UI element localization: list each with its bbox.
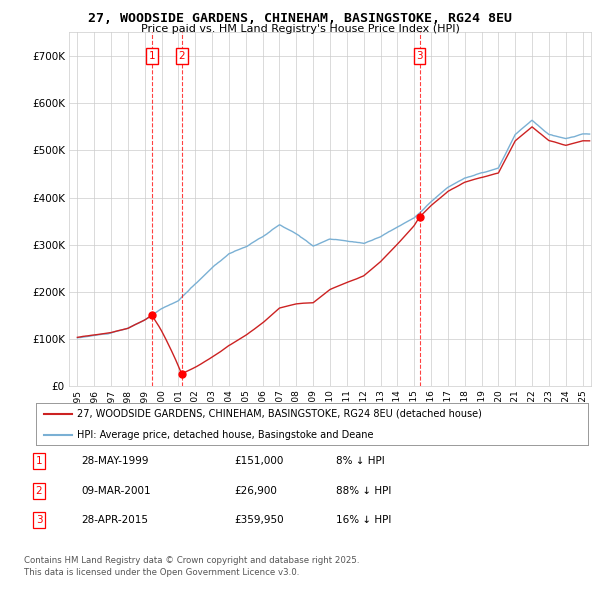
Text: 1: 1: [35, 457, 43, 466]
Text: 27, WOODSIDE GARDENS, CHINEHAM, BASINGSTOKE, RG24 8EU: 27, WOODSIDE GARDENS, CHINEHAM, BASINGST…: [88, 12, 512, 25]
Text: 16% ↓ HPI: 16% ↓ HPI: [336, 516, 391, 525]
Text: 28-APR-2015: 28-APR-2015: [81, 516, 148, 525]
Text: 3: 3: [416, 51, 423, 61]
Text: 1: 1: [148, 51, 155, 61]
Text: 28-MAY-1999: 28-MAY-1999: [81, 457, 149, 466]
Text: 8% ↓ HPI: 8% ↓ HPI: [336, 457, 385, 466]
Text: Price paid vs. HM Land Registry's House Price Index (HPI): Price paid vs. HM Land Registry's House …: [140, 24, 460, 34]
Text: This data is licensed under the Open Government Licence v3.0.: This data is licensed under the Open Gov…: [24, 568, 299, 577]
Text: 2: 2: [35, 486, 43, 496]
Text: 3: 3: [35, 516, 43, 525]
Text: £151,000: £151,000: [234, 457, 283, 466]
Text: 09-MAR-2001: 09-MAR-2001: [81, 486, 151, 496]
Text: HPI: Average price, detached house, Basingstoke and Deane: HPI: Average price, detached house, Basi…: [77, 430, 374, 440]
Text: 2: 2: [178, 51, 185, 61]
Text: £26,900: £26,900: [234, 486, 277, 496]
Text: 88% ↓ HPI: 88% ↓ HPI: [336, 486, 391, 496]
Text: 27, WOODSIDE GARDENS, CHINEHAM, BASINGSTOKE, RG24 8EU (detached house): 27, WOODSIDE GARDENS, CHINEHAM, BASINGST…: [77, 409, 482, 418]
Text: £359,950: £359,950: [234, 516, 284, 525]
Text: Contains HM Land Registry data © Crown copyright and database right 2025.: Contains HM Land Registry data © Crown c…: [24, 556, 359, 565]
